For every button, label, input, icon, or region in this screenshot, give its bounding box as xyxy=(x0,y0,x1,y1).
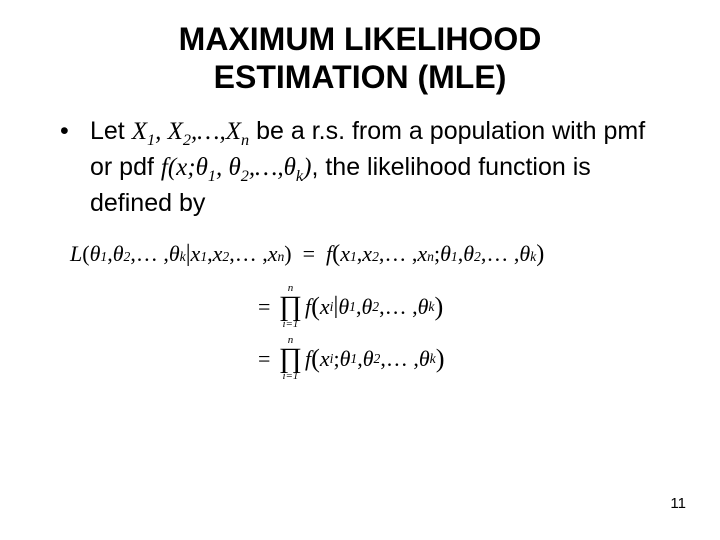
equation-line-2: = n ∏ i=1 f(xi|θ1,θ2,… ,θk) xyxy=(258,284,660,330)
product-symbol-1: n ∏ i=1 xyxy=(279,283,302,330)
page-number: 11 xyxy=(670,495,686,512)
equation-block: L(θ1,θ2,… ,θk|x1,x2,… ,xn) = f(x1,x2,… ,… xyxy=(70,232,660,382)
pdf-fx: f(x; xyxy=(161,154,196,181)
ellipsis2: ,…, xyxy=(249,154,284,181)
var-x2: X xyxy=(168,118,183,145)
body: • Let X1, X2,…,Xn be a r.s. from a popul… xyxy=(60,115,660,382)
eq3-rhs: f(xi;θ1,θ2,… ,θk) xyxy=(305,345,445,371)
thetak: θ xyxy=(284,154,296,181)
eq2-rhs: f(xi|θ1,θ2,… ,θk) xyxy=(305,293,443,319)
sub-2: 2 xyxy=(183,131,191,149)
comma1: , xyxy=(155,118,168,145)
sub-n: n xyxy=(241,131,249,149)
sub-t2: 2 xyxy=(241,167,249,185)
comma2: , xyxy=(216,154,229,181)
theta1: θ xyxy=(196,154,208,181)
sub-1: 1 xyxy=(147,131,155,149)
bullet-marker: • xyxy=(60,115,90,220)
var-xn: X xyxy=(226,118,241,145)
slide: MAXIMUM LIKELIHOOD ESTIMATION (MLE) • Le… xyxy=(0,0,720,540)
equation-line-1: L(θ1,θ2,… ,θk|x1,x2,… ,xn) = f(x1,x2,… ,… xyxy=(70,232,660,278)
var-x1: X xyxy=(132,118,147,145)
title-line-1: MAXIMUM LIKELIHOOD xyxy=(179,21,542,57)
bullet-text: Let X1, X2,…,Xn be a r.s. from a populat… xyxy=(90,115,660,220)
title-line-2: ESTIMATION (MLE) xyxy=(214,59,507,95)
product-symbol-2: n ∏ i=1 xyxy=(279,335,302,382)
ellipsis1: ,…, xyxy=(191,118,226,145)
equation-line-3: = n ∏ i=1 f(xi;θ1,θ2,… ,θk) xyxy=(258,336,660,382)
theta2: θ xyxy=(228,154,240,181)
eq1: L(θ1,θ2,… ,θk|x1,x2,… ,xn) = f(x1,x2,… ,… xyxy=(70,242,544,266)
slide-title: MAXIMUM LIKELIHOOD ESTIMATION (MLE) xyxy=(60,20,660,97)
text-let: Let xyxy=(90,117,132,145)
sub-t1: 1 xyxy=(208,167,216,185)
bullet-item: • Let X1, X2,…,Xn be a r.s. from a popul… xyxy=(60,115,660,220)
